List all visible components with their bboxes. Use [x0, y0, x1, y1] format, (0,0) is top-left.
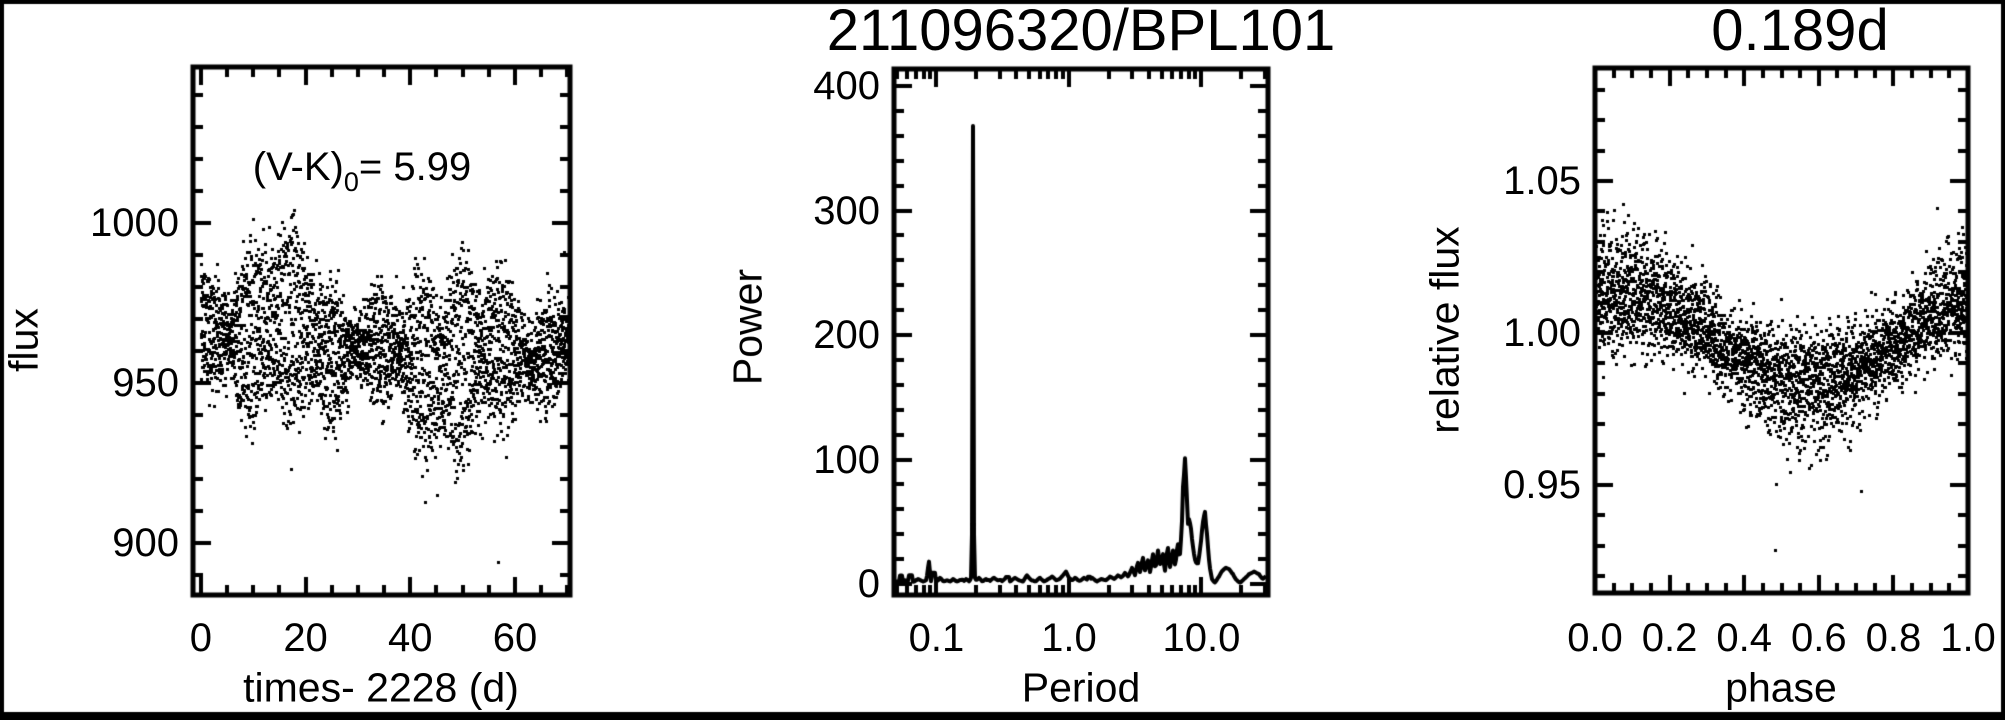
x-tick-label: 0.6 [1790, 616, 1847, 660]
x-tick-label: 0.0 [1567, 616, 1623, 660]
y-tick-label: 1000 [90, 201, 179, 246]
x-tick-label: 1.0 [1940, 616, 1996, 660]
x-axis-label-times: times- 2228 (d) [243, 664, 519, 711]
y-axis-label-power: Power [724, 268, 771, 386]
x-axis-label-period: Period [1021, 664, 1141, 711]
x-tick-label: 40 [388, 616, 433, 660]
x-tick-label: 20 [283, 616, 328, 660]
color-annotation-value: = 5.99 [358, 145, 472, 189]
y-tick-label: 1.00 [1503, 311, 1581, 356]
y-axis-label-relative-flux: relative flux [1421, 226, 1468, 434]
y-axis-label-flux: flux [0, 308, 47, 372]
y-tick-label: 0.95 [1503, 463, 1581, 508]
x-tick-label: 0.2 [1641, 616, 1698, 660]
y-tick-label: 100 [813, 437, 880, 482]
color-annotation: (V-K)0= 5.99 [252, 145, 472, 196]
x-axis-label-phase: phase [1725, 664, 1837, 711]
x-tick-label: 10.0 [1162, 616, 1241, 660]
y-tick-label: 0 [857, 562, 880, 607]
x-tick-label: 1.0 [1041, 616, 1097, 660]
color-annotation-subscript: 0 [343, 167, 359, 197]
x-tick-label: 0 [189, 616, 212, 660]
x-tick-label: 0.1 [908, 616, 965, 660]
y-tick-label: 900 [112, 521, 179, 566]
x-tick-label: 0.8 [1865, 616, 1922, 660]
color-annotation-prefix: (V-K) [252, 145, 344, 189]
panel-title-periodogram: 211096320/BPL101 [826, 0, 1336, 63]
panel-title-period-value: 0.189d [1711, 0, 1889, 63]
x-tick-label: 0.4 [1716, 616, 1772, 660]
y-tick-label: 1.05 [1503, 159, 1581, 204]
y-tick-label: 950 [112, 361, 179, 406]
y-tick-label: 200 [813, 313, 880, 358]
y-tick-label: 400 [813, 64, 880, 109]
x-tick-label: 60 [492, 616, 538, 660]
y-tick-label: 300 [813, 188, 880, 233]
